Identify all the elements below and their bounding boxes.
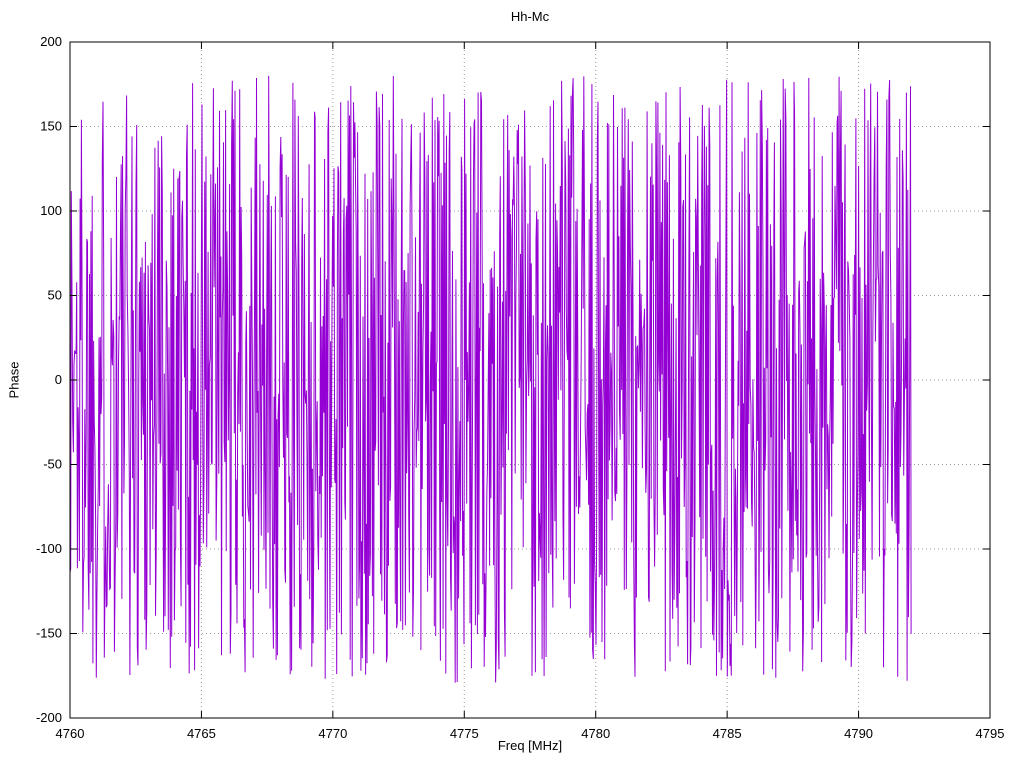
y-tick-label: -150 — [36, 626, 62, 641]
y-tick-label: 100 — [40, 203, 62, 218]
y-tick-label: -200 — [36, 710, 62, 725]
y-tick-label: 0 — [55, 372, 62, 387]
series-line — [69, 75, 912, 683]
x-tick-label: 4795 — [976, 726, 1005, 741]
x-tick-label: 4770 — [318, 726, 347, 741]
x-tick-label: 4775 — [450, 726, 479, 741]
chart-title: Hh-Mc — [510, 9, 550, 24]
x-tick-label: 4765 — [187, 726, 216, 741]
y-tick-label: 150 — [40, 119, 62, 134]
y-tick-label: 200 — [40, 34, 62, 49]
x-tick-label: 4785 — [713, 726, 742, 741]
x-tick-label: 4790 — [844, 726, 873, 741]
y-tick-label: -100 — [36, 541, 62, 556]
y-tick-label: -50 — [43, 457, 62, 472]
x-tick-label: 4780 — [581, 726, 610, 741]
x-axis-label: Freq [MHz] — [497, 738, 563, 753]
x-tick-label: 4760 — [56, 726, 85, 741]
y-tick-label: 50 — [48, 288, 62, 303]
